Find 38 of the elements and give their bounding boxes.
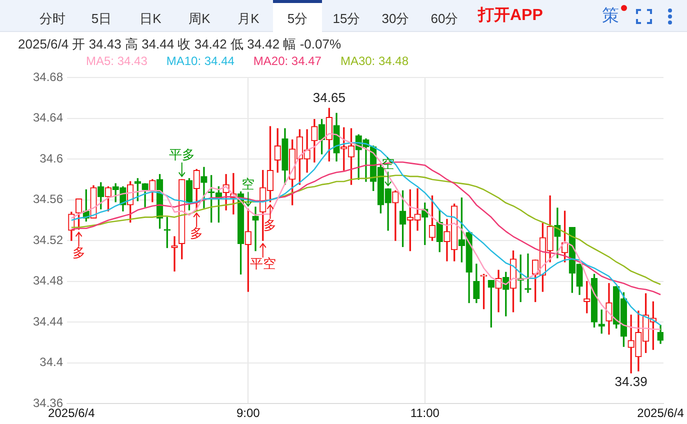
- text: 周K: [188, 10, 212, 28]
- x-tick-label: 11:00: [410, 406, 440, 420]
- text: MA30: 34.48: [340, 54, 409, 68]
- text: MA10: 34.44: [166, 54, 235, 68]
- annotation: 平多: [168, 147, 195, 162]
- text: 打开APP: [478, 7, 543, 25]
- text: 分时: [38, 10, 66, 28]
- x-tick-label: 9:00: [236, 406, 260, 420]
- text: 60分: [430, 10, 460, 28]
- annotation: 34.39: [614, 374, 648, 390]
- annotation: 34.65: [312, 90, 346, 106]
- text: MA5: 34.43: [86, 54, 148, 68]
- text: 30分: [380, 10, 410, 28]
- annotation: 多: [264, 217, 277, 232]
- annotation: 多: [190, 226, 204, 241]
- annotation: 多: [72, 244, 86, 260]
- candlestick: [392, 190, 399, 241]
- x-tick-label: 2025/6/4: [637, 406, 684, 420]
- y-tick-label: 34.44: [32, 314, 64, 328]
- annotation: 平空: [250, 256, 276, 272]
- text: 15分: [332, 10, 362, 28]
- text: MA20: 34.47: [253, 54, 322, 68]
- chart-subtitle: 2025/6/4 开 34.43 高 34.44 收 34.42 低 34.42 幅 -0.07%: [18, 36, 342, 52]
- y-tick-label: 34.48: [32, 274, 64, 288]
- text: 5分: [273, 0, 322, 32]
- y-tick-label: 34.64: [32, 110, 64, 125]
- text: 日K: [138, 10, 162, 28]
- text: 策: [602, 6, 619, 26]
- annotation: 空: [242, 176, 255, 192]
- candlestick: [524, 254, 532, 293]
- y-tick-label: 34.4: [40, 355, 64, 370]
- text: 5日: [90, 10, 113, 28]
- candlestick: [252, 206, 259, 252]
- y-tick-label: 34.6: [40, 151, 64, 166]
- y-tick-label: 34.52: [32, 232, 64, 247]
- y-tick-label: 34.56: [32, 192, 64, 206]
- y-tick-label: 34.68: [32, 70, 64, 84]
- text: 月K: [236, 10, 260, 28]
